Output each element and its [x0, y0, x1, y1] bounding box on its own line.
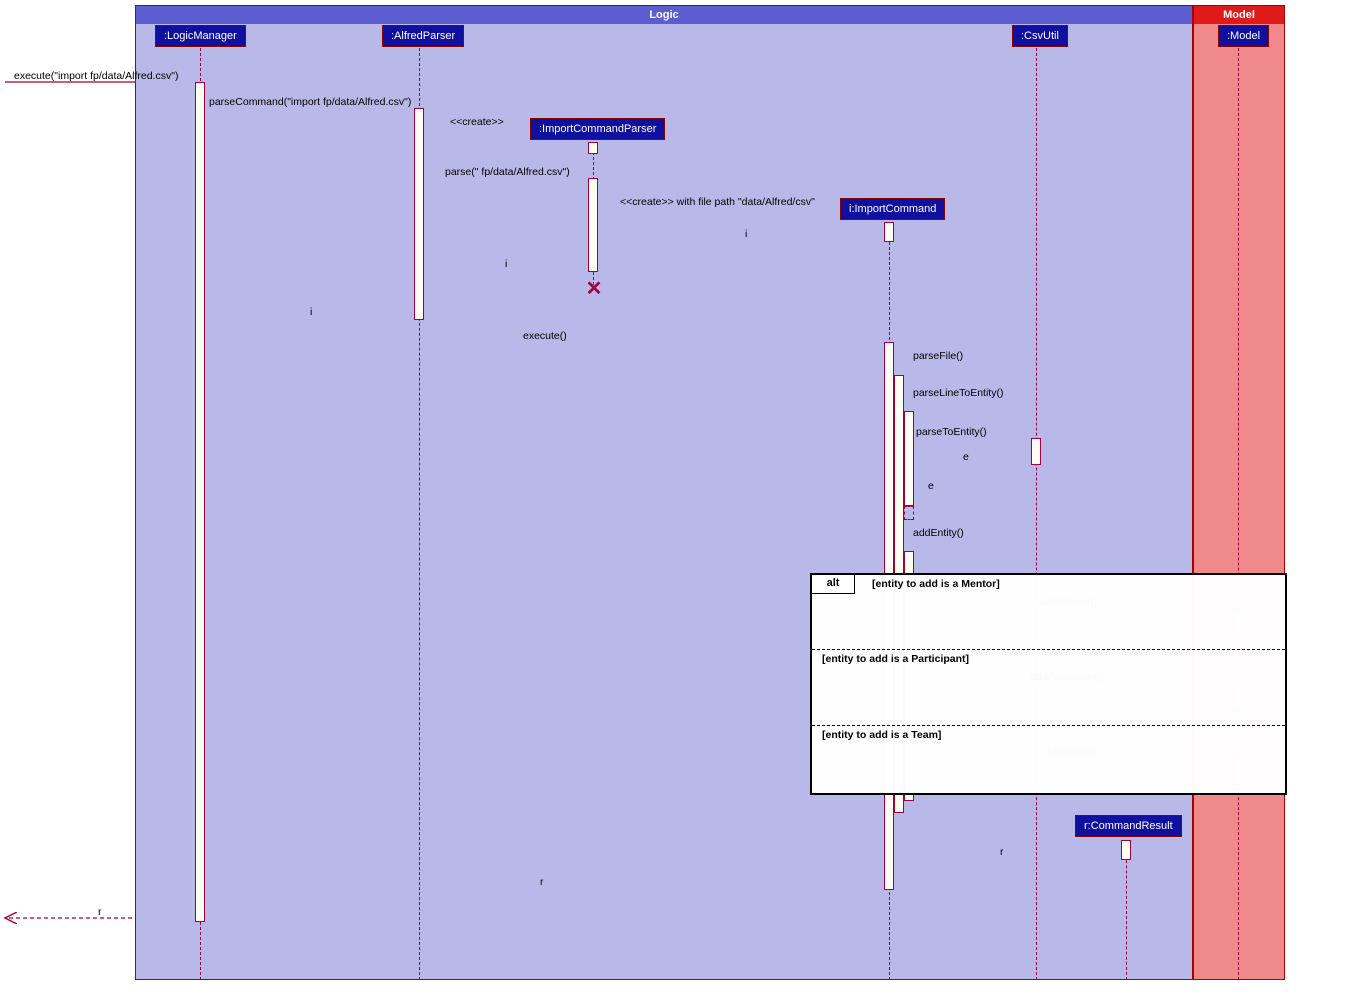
lifeline-model: [1238, 48, 1239, 980]
sequence-diagram: Logic Model :LogicManager :AlfredParser …: [0, 0, 1345, 999]
activation-alfredparser: [414, 108, 424, 320]
msg-parseline: parseLineToEntity(): [913, 387, 1003, 399]
msg-parsetoentity: parseToEntity(): [916, 426, 987, 438]
msg-parsecommand: parseCommand("import fp/data/Alfred.csv"…: [209, 96, 411, 108]
activation-csvutil: [1031, 438, 1041, 465]
lifeline-csvutil: [1036, 48, 1037, 980]
msg-create-ic: <<create>> with file path "data/Alfred/c…: [620, 196, 815, 208]
msg-return-i3: i: [310, 306, 312, 318]
alt-divider1: [812, 649, 1285, 650]
msg-return-r2: r: [540, 876, 544, 888]
destroy-icon: ✕: [584, 279, 604, 299]
activation-parseline-ret: [904, 506, 914, 520]
activation-logicmanager: [195, 82, 205, 922]
participant-importcommand: i:ImportCommand: [840, 198, 945, 220]
activation-icp-parse: [588, 178, 598, 272]
msg-return-r3: r: [98, 906, 102, 918]
model-frame: Model: [1193, 5, 1285, 980]
participant-csvutil: :CsvUtil: [1012, 25, 1068, 47]
participant-importcommandparser: :ImportCommandParser: [530, 118, 665, 140]
activation-commandresult: [1121, 840, 1131, 860]
logic-frame-title: Logic: [136, 6, 1192, 24]
msg-execute-in: execute("import fp/data/Alfred.csv"): [14, 70, 178, 82]
msg-return-e1: e: [963, 451, 969, 463]
msg-return-i1: i: [745, 228, 747, 240]
alt-tab: alt: [812, 575, 855, 594]
alt-frame: alt [entity to add is a Mentor] [entity …: [810, 573, 1287, 795]
participant-commandresult: r:CommandResult: [1075, 815, 1182, 837]
alt-guard2: [entity to add is a Participant]: [822, 653, 969, 665]
msg-return-i2: i: [505, 258, 507, 270]
lifeline-commandresult: [1126, 840, 1127, 980]
alt-divider2: [812, 725, 1285, 726]
activation-icp-create: [588, 142, 598, 154]
msg-parse: parse(" fp/data/Alfred.csv"): [445, 166, 570, 178]
activation-importcommand-create: [884, 222, 894, 242]
msg-addentity: addEntity(): [913, 527, 964, 539]
logic-frame: Logic: [135, 5, 1193, 980]
msg-return-r1: r: [1000, 846, 1004, 858]
model-frame-title: Model: [1194, 6, 1284, 24]
msg-return-e2: e: [928, 480, 934, 492]
participant-logicmanager: :LogicManager: [155, 25, 246, 47]
msg-execute: execute(): [523, 330, 567, 342]
msg-create-icp: <<create>>: [450, 116, 504, 128]
alt-guard1: [entity to add is a Mentor]: [872, 578, 1000, 590]
participant-alfredparser: :AlfredParser: [382, 25, 464, 47]
activation-parseline: [904, 411, 914, 506]
alt-guard3: [entity to add is a Team]: [822, 729, 941, 741]
msg-parsefile: parseFile(): [913, 350, 963, 362]
participant-model: :Model: [1218, 25, 1269, 47]
